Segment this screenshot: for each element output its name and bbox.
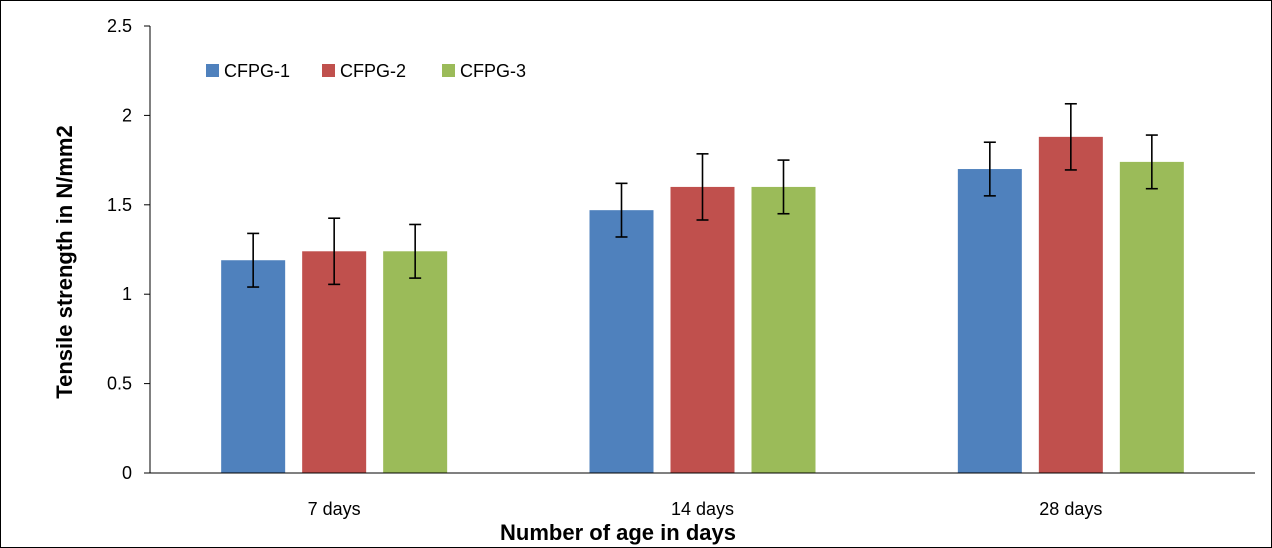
x-tick-label: 28 days [1039, 499, 1102, 519]
bar-cfpg-2-0 [302, 251, 367, 473]
axes [149, 26, 1255, 474]
y-tick-label: 1 [122, 284, 132, 304]
x-tick-label: 14 days [671, 499, 734, 519]
y-axis-ticks: 0 0.5 1 1.5 2 2.5 [107, 16, 150, 483]
y-tick-label: 0 [122, 463, 132, 483]
bar-cfpg-2-2 [1038, 136, 1103, 473]
y-axis-title: Tensile strength in N/mm2 [52, 125, 77, 398]
x-axis-title: Number of age in days [500, 520, 736, 545]
x-axis-ticks: 7 days 14 days 28 days [308, 499, 1103, 519]
y-tick-label: 0.5 [107, 374, 132, 394]
legend-label-cfpg-2: CFPG-2 [340, 61, 406, 81]
legend-swatch-cfpg-3 [442, 64, 455, 77]
bar-cfpg-1-2 [957, 169, 1022, 474]
y-tick-label: 1.5 [107, 195, 132, 215]
y-tick-label: 2 [122, 105, 132, 125]
legend-label-cfpg-3: CFPG-3 [460, 61, 526, 81]
bar-cfpg-2-1 [670, 186, 735, 474]
bar-cfpg-3-2 [1119, 161, 1184, 473]
legend-swatch-cfpg-2 [322, 64, 335, 77]
legend-label-cfpg-1: CFPG-1 [224, 61, 290, 81]
bar-cfpg-3-0 [383, 251, 448, 473]
bar-series [221, 136, 1184, 474]
bar-cfpg-1-0 [221, 260, 286, 473]
error-bars [247, 102, 1158, 288]
bar-cfpg-1-1 [589, 210, 654, 473]
legend-swatch-cfpg-1 [206, 64, 219, 77]
y-tick-label: 2.5 [107, 16, 132, 36]
bar-cfpg-3-1 [751, 186, 816, 474]
x-tick-label: 7 days [308, 499, 361, 519]
legend: CFPG-1 CFPG-2 CFPG-3 [206, 61, 526, 81]
